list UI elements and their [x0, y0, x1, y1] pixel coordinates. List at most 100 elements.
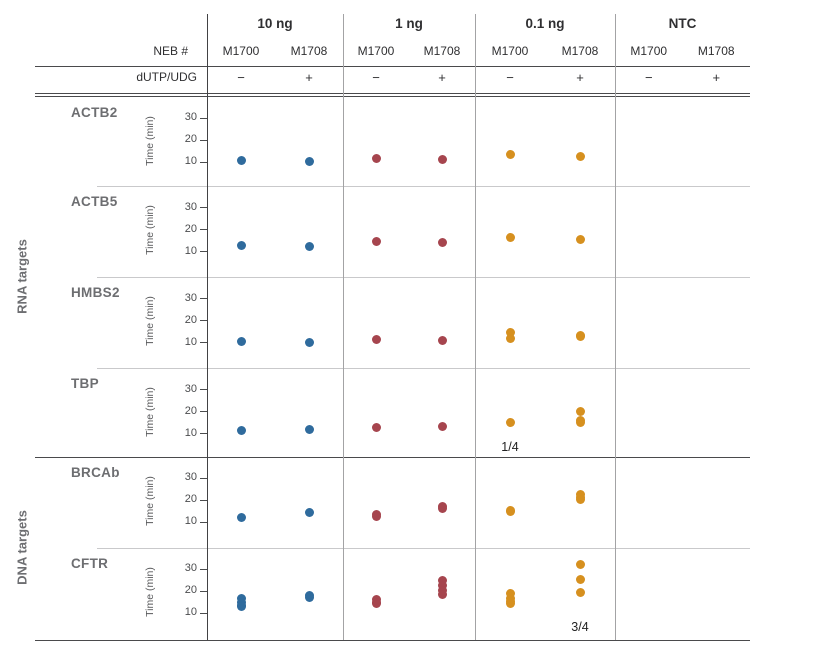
- group-header-1ng: 1 ng: [395, 16, 423, 31]
- data-point: [505, 150, 515, 160]
- data-point: [371, 237, 381, 247]
- y-tick-mark: [200, 298, 207, 300]
- data-point: [437, 335, 447, 345]
- y-axis-title: Time (min): [144, 205, 156, 255]
- data-point: [236, 337, 246, 347]
- y-tick-label: 10: [184, 335, 197, 348]
- data-point: [575, 560, 585, 570]
- column-header-M1700: M1700: [491, 44, 529, 58]
- data-point: [575, 575, 585, 585]
- y-tick-label: 30: [184, 471, 197, 484]
- y-tick-mark: [200, 342, 207, 343]
- column-header-M1708: M1708: [290, 44, 328, 58]
- row-separator: [97, 277, 750, 278]
- data-point: [505, 417, 515, 427]
- y-axis-title: Time (min): [144, 115, 156, 166]
- column-header-M1708: M1708: [561, 44, 599, 58]
- data-point: [371, 599, 381, 609]
- y-tick-mark: [200, 251, 207, 252]
- target-label-ACTB2: ACTB2: [71, 104, 118, 120]
- data-point: [437, 576, 447, 586]
- y-tick-mark: [200, 389, 207, 391]
- column-header-M1700: M1700: [357, 44, 395, 58]
- y-tick-mark: [200, 433, 207, 434]
- target-label-TBP: TBP: [71, 376, 99, 391]
- dutp-sign: −: [372, 70, 380, 85]
- group-header-NTC: NTC: [668, 16, 697, 31]
- data-point: [437, 504, 447, 514]
- y-tick-label: 20: [184, 133, 197, 146]
- column-header-M1708: M1708: [697, 44, 735, 58]
- dutp-udg-label: dUTP/UDG: [136, 70, 197, 84]
- data-point: [505, 589, 515, 599]
- header-double-rule: [35, 92, 750, 94]
- group-header-10ng: 10 ng: [257, 16, 293, 31]
- target-label-ACTB5: ACTB5: [71, 194, 118, 209]
- dutp-sign: −: [644, 70, 653, 85]
- replicate-annotation: 3/4: [571, 619, 589, 634]
- data-point: [505, 507, 515, 517]
- y-tick-label: 30: [184, 200, 197, 213]
- data-point: [236, 155, 246, 165]
- y-tick-mark: [200, 207, 207, 209]
- group-header-01ng: 0.1 ng: [525, 16, 565, 31]
- data-point: [437, 580, 447, 590]
- data-point: [304, 508, 314, 518]
- data-point: [437, 154, 447, 164]
- y-axis-title: Time (min): [144, 566, 156, 617]
- y-tick-mark: [200, 161, 207, 163]
- y-tick-label: 30: [184, 382, 197, 395]
- header-double-rule: [35, 96, 750, 97]
- y-tick-label: 20: [184, 404, 197, 417]
- y-tick-mark: [200, 590, 207, 592]
- data-point: [304, 337, 314, 347]
- data-point: [575, 151, 585, 161]
- dutp-sign: −: [506, 70, 514, 85]
- data-point: [304, 592, 314, 602]
- dutp-sign: +: [438, 70, 446, 85]
- y-tick-mark: [200, 411, 207, 413]
- y-tick-label: 20: [184, 313, 197, 326]
- data-point: [505, 233, 515, 243]
- group-separator: [475, 14, 476, 640]
- data-point: [437, 238, 447, 248]
- data-point: [575, 495, 585, 505]
- y-tick-label: 10: [184, 606, 197, 618]
- y-tick-label: 20: [184, 493, 197, 506]
- y-tick-label: 10: [184, 426, 197, 439]
- target-label-CFTR: CFTR: [71, 555, 109, 571]
- data-point: [236, 513, 246, 523]
- data-point: [437, 589, 447, 599]
- data-point: [575, 406, 585, 416]
- data-point: [575, 588, 585, 598]
- y-tick-label: 20: [184, 584, 197, 597]
- row-separator: [97, 186, 750, 187]
- data-point: [505, 334, 515, 344]
- column-header-M1708: M1708: [423, 44, 461, 58]
- y-tick-mark: [200, 477, 207, 479]
- y-axis-title: Time (min): [144, 296, 156, 346]
- header-rule: [35, 66, 750, 67]
- y-axis-title: Time (min): [144, 387, 156, 437]
- row-separator: [97, 547, 750, 549]
- data-point: [371, 153, 381, 163]
- data-point: [304, 425, 314, 434]
- data-point: [575, 332, 585, 342]
- y-tick-label: 10: [184, 515, 197, 527]
- y-tick-label: 30: [184, 562, 197, 575]
- y-tick-label: 10: [184, 244, 197, 257]
- y-tick-mark: [200, 499, 207, 501]
- section-rule: [35, 456, 750, 458]
- target-label-HMBS2: HMBS2: [71, 285, 120, 300]
- data-point: [437, 422, 447, 432]
- data-point: [236, 241, 246, 251]
- data-point: [371, 423, 381, 433]
- y-tick-label: 30: [184, 111, 197, 124]
- neb-number-label: NEB #: [153, 44, 188, 58]
- bottom-rule: [35, 640, 750, 641]
- data-point: [236, 425, 246, 435]
- column-header-M1700: M1700: [222, 44, 260, 58]
- data-point: [371, 334, 381, 344]
- y-tick-label: 20: [184, 222, 197, 235]
- data-point: [236, 602, 246, 612]
